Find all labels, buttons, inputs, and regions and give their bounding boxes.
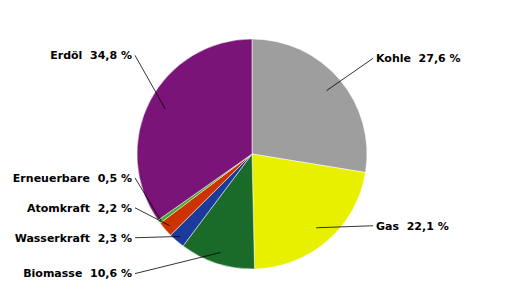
leader-line xyxy=(135,178,161,220)
wedge xyxy=(252,154,366,269)
data-label: Kohle 27,6 % xyxy=(376,52,461,65)
leader-line xyxy=(135,55,165,109)
data-label: Wasserkraft 2,3 % xyxy=(15,232,132,245)
leader-line xyxy=(135,208,169,226)
annotations: Kohle 27,6 % Gas 22,1 % Biomasse 10,6 % Was… xyxy=(13,49,461,280)
data-label: Gas 22,1 % xyxy=(376,220,449,233)
leader-line xyxy=(135,253,220,274)
chart: Kohle 27,6 % Gas 22,1 % Biomasse 10,6 % Was… xyxy=(0,0,505,308)
leader-line xyxy=(326,58,373,90)
data-label: Erdöl 34,8 % xyxy=(50,49,132,62)
data-label: Biomasse 10,6 % xyxy=(23,267,132,280)
leader-line xyxy=(316,226,373,228)
data-label: Erneuerbare 0,5 % xyxy=(13,172,132,185)
data-label: Atomkraft 2,2 % xyxy=(27,202,132,215)
leader-line xyxy=(135,236,180,237)
wedge xyxy=(252,39,367,173)
wedge xyxy=(137,39,252,220)
pie xyxy=(137,39,367,269)
